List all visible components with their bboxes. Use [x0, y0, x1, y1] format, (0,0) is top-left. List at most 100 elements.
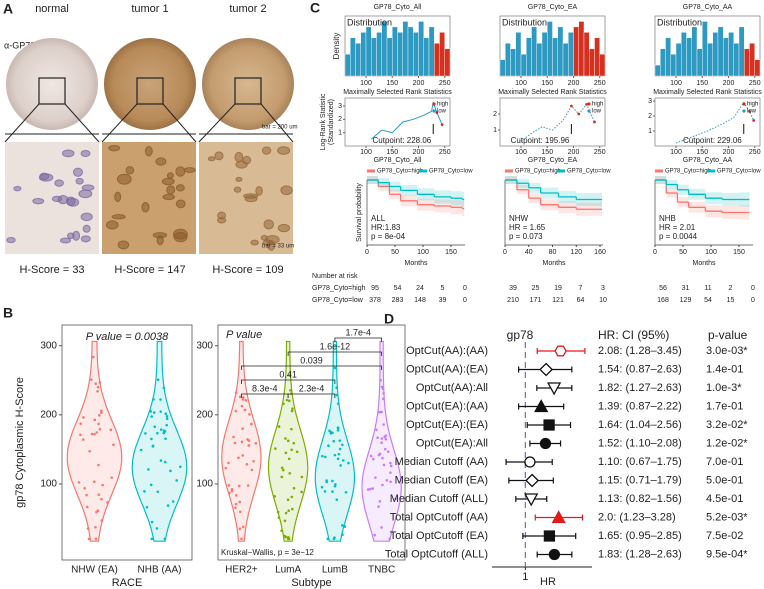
histogram-bar: [541, 32, 548, 77]
x-tick-label: 50: [391, 249, 399, 256]
jitter-dot: [79, 422, 82, 425]
panel-letter: C: [310, 0, 320, 16]
row-label: Median Cutoff (ALL): [390, 493, 488, 505]
histogram-bar: [381, 21, 388, 77]
jitter-dot: [241, 525, 245, 529]
tissue-cell: [59, 237, 72, 244]
tissue-cell: [235, 176, 243, 182]
y-axis-label: gp78 Cytoplasmic H-Score: [14, 377, 26, 508]
jitter-dot: [79, 433, 82, 437]
jitter-dot: [377, 410, 381, 414]
legend-label: GP78_Cyto=high: [665, 169, 711, 175]
histogram-bar: [434, 43, 440, 77]
jitter-dot: [101, 483, 104, 487]
y-axis-label: Survival probability: [356, 183, 363, 242]
jitter-dot: [333, 536, 336, 540]
risk-row-label: GP78_Cyto=low: [312, 297, 364, 304]
row-label: OptCut(EA):(EA): [406, 419, 488, 431]
km-annotation: HR = 2.01: [659, 223, 696, 232]
jitter-dot: [335, 498, 339, 501]
jitter-dot: [338, 439, 342, 442]
tma-core: [6, 38, 98, 130]
x-tick-label: 100: [360, 149, 372, 156]
km-annotation: p = 8e-04: [371, 232, 406, 241]
histogram-bar: [654, 64, 661, 77]
hr-ci-text: 1.82: (1.27–2.63): [598, 382, 682, 394]
jitter-dot: [290, 495, 294, 499]
tissue-cell: [172, 228, 188, 240]
jitter-dot: [325, 479, 328, 482]
tissue-cell: [166, 172, 174, 179]
panel-subtitle: Distribution: [347, 17, 392, 27]
risk-count: 378: [369, 297, 381, 304]
jitter-dot: [389, 464, 393, 468]
tissue-cell: [152, 232, 168, 239]
jitter-dot: [94, 525, 97, 529]
tissue-cell: [39, 172, 50, 181]
jitter-dot: [377, 505, 380, 508]
plot-frame: [217, 324, 406, 561]
hr-ci-text: 1.10: (0.67–1.75): [598, 456, 682, 468]
jitter-dot: [382, 463, 386, 467]
y-tick-label: 3: [648, 98, 652, 105]
column-title: normal: [35, 3, 69, 15]
rank-line: [370, 101, 443, 140]
jitter-dot: [382, 397, 385, 401]
tissue-cell: [242, 155, 252, 165]
jitter-dot: [246, 484, 250, 487]
jitter-dot: [100, 519, 104, 522]
jitter-dot: [379, 378, 383, 382]
rank-point: [585, 103, 589, 106]
tissue-cell: [114, 191, 122, 203]
jitter-dot: [341, 459, 345, 462]
violin: [131, 340, 188, 542]
risk-count: 39: [439, 297, 447, 304]
y-axis-label: (Standardized): [328, 99, 335, 145]
jitter-dot: [280, 529, 283, 532]
row-label: OptCut(AA):All: [416, 382, 488, 394]
h-score: H-Score = 109: [212, 264, 283, 276]
jitter-dot: [394, 497, 397, 501]
tissue-cell: [250, 239, 259, 246]
comparison-bracket: [240, 393, 289, 398]
jitter-dot: [238, 527, 242, 531]
legend-label: high: [437, 102, 448, 108]
x-tick-label: LumA: [275, 565, 301, 576]
chart-subtitle: Maximally Selected Rank Statistics: [653, 89, 762, 96]
risk-count: 54: [394, 285, 402, 292]
tissue-cell: [207, 156, 216, 162]
panel-letter: A: [3, 1, 13, 17]
jitter-dot: [323, 490, 327, 493]
jitter-dot: [295, 450, 299, 454]
tissue-cell: [32, 197, 45, 205]
histogram-bar: [365, 26, 372, 77]
jitter-dot: [97, 422, 100, 426]
jitter-dot: [230, 489, 234, 493]
histogram-bar: [573, 26, 579, 77]
jitter-dot: [247, 444, 251, 447]
jitter-dot: [252, 459, 255, 463]
x-tick-label: 160: [594, 249, 606, 256]
jitter-dot: [238, 510, 242, 514]
legend-label: GP78_Cyto=high: [377, 169, 423, 175]
tissue-cell: [54, 179, 64, 187]
jitter-dot: [341, 533, 344, 537]
x-tick-label: 80: [549, 249, 557, 256]
jitter-dot: [143, 490, 146, 493]
histogram-bar: [350, 37, 356, 77]
jitter-dot: [98, 381, 102, 384]
jitter-dot: [381, 387, 385, 391]
hr-marker: [548, 548, 561, 561]
jitter-dot: [238, 395, 242, 399]
histogram-bar: [691, 26, 698, 77]
jitter-dot: [287, 537, 291, 541]
jitter-dot: [235, 494, 238, 497]
x-tick-label: 100: [515, 149, 527, 156]
row-label: Total OptCutoff (AA): [390, 511, 488, 523]
risk-count: 210: [507, 297, 519, 304]
risk-count: 0: [751, 297, 755, 304]
jitter-dot: [288, 373, 291, 377]
hr-marker: [524, 456, 536, 468]
tissue-cell: [234, 151, 244, 163]
jitter-dot: [331, 479, 334, 483]
